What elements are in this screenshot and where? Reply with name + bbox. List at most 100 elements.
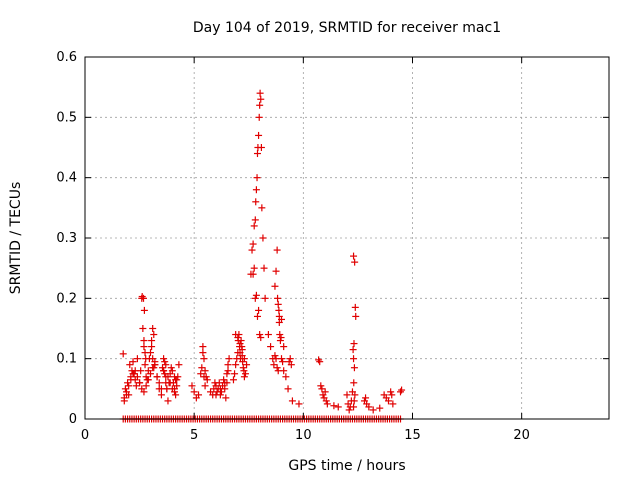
data-point	[351, 303, 359, 311]
data-point	[280, 343, 288, 351]
data-point	[330, 402, 338, 410]
grid-layer	[85, 57, 609, 419]
data-point	[126, 361, 134, 369]
y-tick-label: 0.6	[56, 50, 77, 65]
data-point	[149, 355, 157, 363]
data-point	[161, 358, 169, 366]
data-point	[352, 312, 360, 320]
x-tick-label: 15	[404, 428, 421, 443]
data-point	[136, 379, 144, 387]
data-point	[284, 385, 292, 393]
data-point	[232, 361, 240, 369]
data-point	[172, 391, 180, 399]
data-point	[142, 382, 150, 390]
data-point	[255, 131, 263, 139]
data-point	[253, 174, 261, 182]
data-point	[132, 382, 140, 390]
data-point	[203, 376, 211, 384]
data-point	[322, 397, 330, 405]
data-point	[261, 294, 269, 302]
data-point	[252, 291, 260, 299]
data-point	[216, 385, 224, 393]
data-point	[365, 403, 373, 411]
data-point	[257, 334, 265, 342]
data-point	[142, 355, 150, 363]
data-point	[345, 406, 353, 414]
chart-title: Day 104 of 2019, SRMTID for receiver mac…	[193, 20, 501, 36]
data-point	[249, 270, 257, 278]
data-point	[273, 364, 281, 372]
data-point	[138, 293, 146, 301]
data-point	[236, 340, 244, 348]
data-point	[396, 388, 404, 396]
data-point	[317, 382, 325, 390]
data-point	[240, 373, 248, 381]
data-point	[240, 367, 248, 375]
y-tick-label: 0	[69, 412, 77, 427]
data-point	[188, 382, 196, 390]
data-point	[197, 370, 205, 378]
data-point	[160, 367, 168, 375]
data-point	[387, 388, 395, 396]
data-point	[144, 376, 152, 384]
data-point	[164, 397, 172, 405]
data-point	[175, 361, 183, 369]
data-point	[277, 334, 285, 342]
data-point	[140, 337, 148, 345]
data-point	[321, 388, 329, 396]
data-point	[272, 355, 280, 363]
data-point	[147, 370, 154, 378]
data-point	[249, 240, 257, 248]
points-layer	[119, 89, 406, 423]
data-point	[278, 315, 285, 323]
data-point	[267, 343, 275, 351]
data-point	[398, 386, 406, 394]
data-point	[148, 343, 156, 351]
data-point	[125, 382, 133, 390]
data-point	[195, 391, 203, 399]
x-tick-label: 10	[295, 428, 312, 443]
data-point	[282, 373, 290, 381]
data-point	[217, 388, 225, 396]
data-point	[140, 306, 148, 314]
data-point	[274, 367, 282, 375]
data-point	[256, 331, 264, 339]
data-point	[272, 267, 280, 275]
data-point	[389, 400, 397, 408]
data-point	[350, 379, 358, 387]
data-point	[248, 246, 256, 254]
data-point	[131, 367, 139, 375]
data-point	[274, 300, 282, 308]
data-point	[201, 367, 209, 375]
data-point	[223, 370, 231, 378]
data-point	[140, 294, 148, 302]
data-point	[190, 388, 198, 396]
data-point	[167, 364, 175, 372]
data-point	[258, 204, 266, 212]
data-point	[159, 364, 167, 372]
data-point	[351, 391, 359, 399]
data-point	[255, 306, 263, 314]
data-point	[257, 144, 265, 151]
data-point	[222, 394, 230, 402]
data-point	[251, 294, 259, 302]
data-point	[240, 355, 248, 363]
y-axis-label: SRMTID / TECUs	[8, 182, 24, 295]
data-point	[350, 364, 358, 372]
data-point	[257, 95, 265, 103]
data-point	[201, 382, 209, 390]
y-tick-label: 0.2	[56, 291, 77, 306]
data-point	[255, 113, 263, 121]
data-point	[275, 306, 283, 314]
data-point	[274, 294, 282, 302]
y-tick-label: 0.3	[56, 231, 77, 246]
data-point	[271, 352, 279, 360]
data-point	[279, 358, 287, 366]
data-point	[287, 361, 295, 369]
data-point	[253, 312, 261, 320]
data-point	[351, 258, 359, 266]
data-point	[171, 373, 179, 381]
data-point	[350, 252, 358, 260]
data-point	[388, 391, 396, 399]
